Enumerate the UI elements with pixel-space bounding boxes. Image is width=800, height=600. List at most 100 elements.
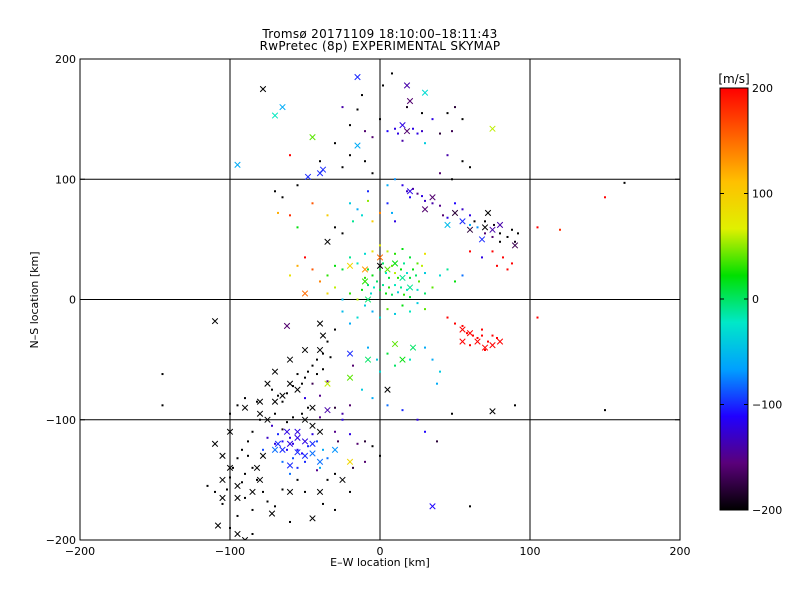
data-point-dot	[289, 274, 291, 277]
data-point-dot	[244, 397, 246, 400]
data-point-dot	[319, 466, 321, 469]
data-point-cross	[489, 125, 496, 132]
data-point-cross	[346, 374, 354, 381]
data-point-cross	[406, 188, 414, 195]
data-point-dot	[385, 272, 387, 275]
data-point-dot	[388, 276, 390, 279]
data-point-dot	[382, 84, 384, 87]
data-point-cross	[301, 290, 309, 297]
data-point-dot	[400, 286, 402, 289]
colorbar-tick-label: −200	[752, 504, 782, 517]
data-point-cross	[256, 410, 264, 417]
data-point-dot	[241, 448, 243, 451]
data-point-cross	[399, 121, 406, 129]
data-point-dot	[481, 328, 483, 331]
data-point-dot	[421, 130, 423, 133]
colorbar-tick-label: −100	[752, 399, 782, 412]
y-tick-label: 200	[55, 53, 76, 66]
data-point-dot	[403, 262, 405, 265]
data-point-dot	[379, 370, 381, 373]
data-point-dot	[281, 428, 284, 431]
data-point-dot	[442, 214, 444, 217]
data-point-dot	[386, 404, 389, 407]
data-point-dot	[454, 106, 456, 109]
data-point-dot	[391, 72, 393, 75]
data-point-dot	[403, 293, 405, 296]
data-point-cross	[324, 380, 331, 387]
data-point-cross	[309, 450, 316, 457]
data-point-cross	[286, 440, 294, 447]
data-point-dot	[296, 373, 299, 376]
data-point-dot	[304, 397, 306, 400]
data-point-dot	[334, 430, 336, 433]
data-point-dot	[439, 274, 441, 277]
data-point-cross	[214, 522, 222, 529]
data-point-cross	[226, 428, 234, 435]
data-point-dot	[391, 211, 393, 214]
data-point-cross	[459, 326, 466, 333]
data-point-dot	[274, 505, 276, 508]
colorbar-tick-label: 100	[752, 188, 773, 201]
data-point-dot	[326, 274, 329, 277]
data-point-dot	[385, 292, 387, 295]
data-point-dot	[424, 346, 426, 349]
data-point-dot	[424, 292, 426, 295]
data-point-dot	[311, 382, 314, 385]
data-point-cross	[271, 446, 279, 453]
x-axis-label: E–W location [km]	[330, 556, 430, 569]
data-point-dot	[386, 130, 389, 133]
colorbar-tick-label: 200	[752, 82, 773, 95]
data-point-dot	[311, 268, 314, 271]
data-point-cross	[391, 260, 399, 267]
data-point-cross	[309, 440, 316, 447]
data-point-cross	[271, 368, 279, 375]
data-point-dot	[386, 352, 389, 355]
data-point-dot	[326, 292, 329, 295]
data-point-cross	[279, 103, 286, 111]
data-point-dot	[371, 310, 374, 313]
data-point-dot	[326, 340, 329, 343]
data-point-cross	[466, 226, 474, 233]
data-point-dot	[406, 288, 408, 291]
data-point-dot	[371, 172, 374, 175]
data-point-dot	[247, 440, 249, 443]
data-point-dot	[401, 184, 404, 187]
data-point-cross	[271, 398, 279, 405]
data-point-dot	[349, 490, 351, 493]
data-point-dot	[382, 284, 384, 287]
data-point-cross	[253, 464, 261, 472]
data-point-dot	[296, 264, 299, 267]
data-point-dot	[424, 272, 426, 275]
data-point-dot	[364, 160, 366, 163]
data-point-dot	[341, 298, 344, 301]
data-point-dot	[431, 118, 434, 121]
data-point-dot	[476, 226, 479, 229]
data-point-dot	[266, 436, 269, 439]
data-point-dot	[394, 252, 396, 255]
data-point-dot	[400, 268, 402, 271]
data-point-dot	[322, 368, 324, 371]
data-point-dot	[388, 286, 390, 289]
data-point-dot	[476, 336, 479, 339]
data-point-dot	[451, 412, 453, 415]
data-point-dot	[406, 272, 408, 275]
data-point-dot	[334, 264, 336, 267]
data-point-dot	[341, 106, 344, 109]
data-point-dot	[484, 220, 486, 223]
data-point-dot	[262, 490, 264, 493]
data-point-dot	[499, 232, 501, 235]
data-point-dot	[466, 332, 468, 335]
data-point-cross	[421, 206, 429, 213]
data-point-dot	[367, 199, 369, 202]
data-point-cross	[391, 340, 399, 348]
data-point-dot	[446, 268, 449, 271]
data-point-dot	[352, 466, 354, 469]
data-point-cross	[354, 73, 361, 81]
data-point-dot	[454, 280, 456, 283]
data-point-dot	[391, 264, 393, 267]
data-point-dot	[373, 286, 375, 289]
data-point-dot	[416, 288, 419, 291]
data-point-dot	[604, 409, 606, 412]
data-point-dot	[236, 404, 239, 407]
